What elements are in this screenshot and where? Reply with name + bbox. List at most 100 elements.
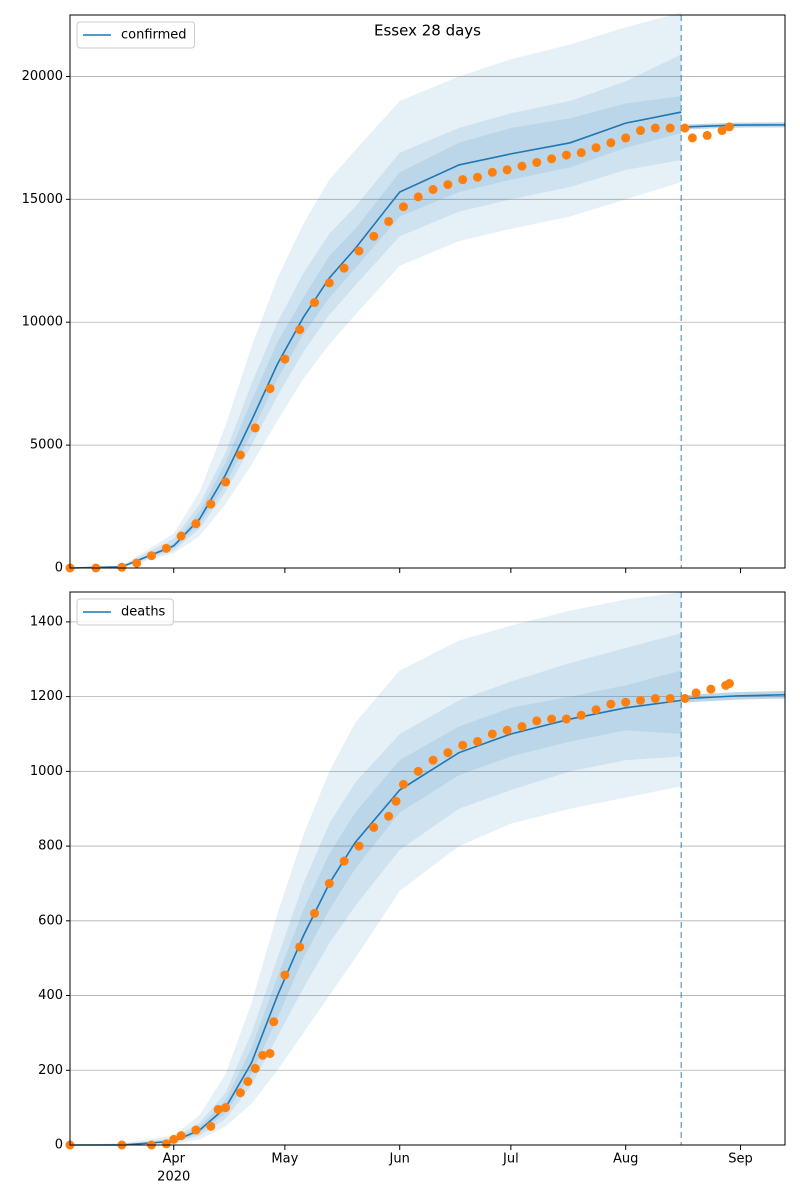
observed-point [458,740,468,750]
observed-point [706,684,716,694]
model-line [69,111,682,569]
uncertainty-band [70,12,682,568]
observed-point [176,531,186,541]
observed-point [458,175,468,185]
observed-point [191,519,201,529]
y-tick-label: 15000 [22,192,63,207]
uncertainty-band [70,633,682,1145]
observed-point [650,693,660,703]
y-tick-label: 600 [38,913,63,928]
observed-point [517,161,527,171]
observed-point [532,716,542,726]
observed-point [502,165,512,175]
observed-point [161,1139,171,1149]
observed-point [221,477,231,487]
observed-point [561,150,571,160]
observed-point [680,123,690,133]
observed-point [413,766,423,776]
observed-point [428,755,438,765]
observed-point [636,126,646,136]
observed-point [384,811,394,821]
observed-point [369,231,379,241]
observed-point [473,736,483,746]
observed-point [561,714,571,724]
observed-point [665,693,675,703]
observed-point [724,122,734,132]
forecast-line [688,693,786,700]
observed-point [413,192,423,202]
uncertainty-band [70,54,682,568]
x-tick-label: May [271,1152,298,1167]
observed-point [269,1017,279,1027]
observed-point [295,942,305,952]
observed-point [650,123,660,133]
observed-point [250,1063,260,1073]
observed-point [206,1121,216,1131]
observed-point [169,1134,179,1144]
observed-point [702,130,712,140]
observed-point [206,499,216,509]
observed-point [621,133,631,143]
x-tick-label: Apr [162,1152,185,1167]
x-tick-label: Jul [502,1152,519,1167]
forecast-line [688,124,786,128]
observed-point [636,695,646,705]
legend-box [76,598,174,626]
observed-point [280,354,290,364]
y-tick-label: 20000 [22,69,63,84]
x-tick-label: Sep [728,1152,753,1167]
plot-frame [69,591,786,1146]
y-tick-label: 400 [38,988,63,1003]
y-tick-label: 1200 [30,689,63,704]
x-tick-label: Aug [613,1152,638,1167]
observed-point [398,779,408,789]
observed-point [717,126,727,136]
observed-point [391,796,401,806]
plot-frame [69,14,786,569]
observed-point [161,543,171,553]
observed-point [691,688,701,698]
observed-point [547,714,557,724]
observed-point [473,172,483,182]
legend-label: confirmed [121,28,187,43]
observed-point [532,157,542,167]
x-tick-label: Jun [389,1152,410,1167]
observed-point [369,822,379,832]
y-tick-label: 1400 [30,614,63,629]
observed-point [147,551,157,561]
observed-point [213,1105,223,1115]
observed-point [443,180,453,190]
observed-point [176,1131,186,1141]
observed-point [310,908,320,918]
observed-point [443,748,453,758]
observed-point [339,263,349,273]
observed-point [591,143,601,153]
observed-point [591,705,601,715]
observed-point [502,725,512,735]
observed-point [517,722,527,732]
observed-point [132,558,142,568]
observed-point [235,1088,245,1098]
observed-point [487,167,497,177]
legend-label: deaths [121,605,166,620]
legend-box [76,21,196,49]
observed-point [354,841,364,851]
observed-point [384,216,394,226]
observed-point [547,154,557,164]
observed-point [339,856,349,866]
observed-point [295,325,305,335]
observed-point [221,1103,231,1113]
y-tick-label: 200 [38,1063,63,1078]
y-tick-label: 5000 [30,438,63,453]
y-tick-label: 0 [55,561,63,576]
observed-point [191,1125,201,1135]
observed-point [250,423,260,433]
y-tick-label: 0 [55,1138,63,1153]
chart-title: Essex 28 days [374,22,481,40]
observed-point [324,878,334,888]
observed-point [398,202,408,212]
observed-point [606,699,616,709]
observed-point [324,278,334,288]
observed-point [687,133,697,143]
